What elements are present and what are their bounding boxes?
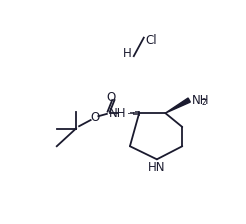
Text: O: O	[107, 91, 116, 104]
Polygon shape	[165, 98, 190, 113]
Text: NH: NH	[192, 94, 209, 107]
Text: HN: HN	[148, 161, 166, 174]
Text: NH: NH	[109, 107, 127, 120]
Text: 2: 2	[201, 98, 206, 107]
Text: H: H	[123, 47, 131, 60]
Text: O: O	[90, 111, 99, 124]
Text: Cl: Cl	[145, 34, 157, 47]
